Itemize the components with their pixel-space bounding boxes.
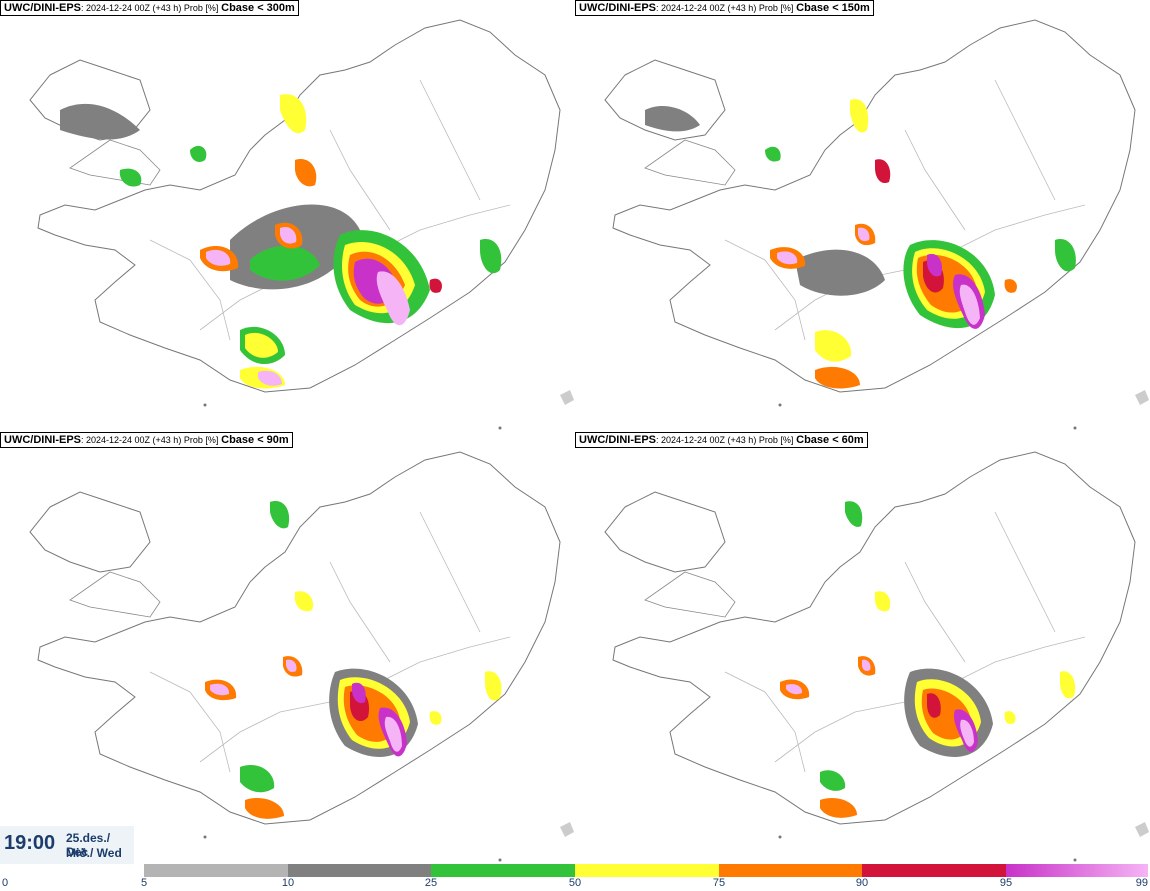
- valid-time: 19:00: [4, 832, 56, 854]
- panel-title: UWC/DINI-EPS: 2024-12-24 00Z (+43 h) Pro…: [0, 0, 299, 16]
- map-panel-300m: UWC/DINI-EPS: 2024-12-24 00Z (+43 h) Pro…: [0, 0, 575, 430]
- legend-tick-label: 95: [999, 877, 1013, 889]
- legend-color-band: [288, 864, 431, 877]
- run-meta: : 2024-12-24 00Z (+43 h) Prob [%]: [656, 3, 794, 13]
- valid-weekday: Mið./ Wed: [66, 846, 122, 860]
- map-panel-60m: UWC/DINI-EPS: 2024-12-24 00Z (+43 h) Pro…: [575, 432, 1150, 862]
- probability-map-300m: [29, 19, 575, 430]
- parameter-label: Cbase < 300m: [221, 2, 295, 14]
- legend-color-band: [862, 864, 1006, 877]
- model-label: UWC/DINI-EPS: [4, 434, 81, 446]
- legend-tick-label: 5: [140, 877, 148, 889]
- parameter-label: Cbase < 60m: [796, 434, 864, 446]
- legend-color-band: [1006, 864, 1148, 877]
- color-legend: 0 5 10 25 50 75 90 95 99: [0, 862, 1150, 891]
- run-meta: : 2024-12-24 00Z (+43 h) Prob [%]: [81, 3, 219, 13]
- map-panel-150m: UWC/DINI-EPS: 2024-12-24 00Z (+43 h) Pro…: [575, 0, 1150, 430]
- model-label: UWC/DINI-EPS: [579, 2, 656, 14]
- legend-color-band: [0, 864, 144, 877]
- legend-tick-label: 90: [855, 877, 869, 889]
- model-label: UWC/DINI-EPS: [4, 2, 81, 14]
- run-meta: : 2024-12-24 00Z (+43 h) Prob [%]: [81, 435, 219, 445]
- legend-color-band: [719, 864, 862, 877]
- legend-tick-label: 99: [1135, 877, 1148, 889]
- probability-map-150m: [604, 19, 1150, 430]
- legend-tick-label: 50: [568, 877, 582, 889]
- probability-map-60m: [604, 451, 1150, 862]
- legend-tick-label: 0: [2, 877, 9, 889]
- legend-color-band: [431, 864, 575, 877]
- probability-map-90m: [29, 451, 575, 862]
- panel-title: UWC/DINI-EPS: 2024-12-24 00Z (+43 h) Pro…: [575, 0, 874, 16]
- parameter-label: Cbase < 150m: [796, 2, 870, 14]
- valid-time-box: 19:00 25.des./ Dec Mið./ Wed: [0, 826, 134, 864]
- legend-tick-label: 25: [424, 877, 438, 889]
- parameter-label: Cbase < 90m: [221, 434, 289, 446]
- legend-color-band: [575, 864, 719, 877]
- legend-color-band: [144, 864, 288, 877]
- panel-title: UWC/DINI-EPS: 2024-12-24 00Z (+43 h) Pro…: [0, 432, 293, 448]
- run-meta: : 2024-12-24 00Z (+43 h) Prob [%]: [656, 435, 794, 445]
- legend-tick-label: 10: [281, 877, 295, 889]
- map-panel-90m: UWC/DINI-EPS: 2024-12-24 00Z (+43 h) Pro…: [0, 432, 575, 862]
- panel-title: UWC/DINI-EPS: 2024-12-24 00Z (+43 h) Pro…: [575, 432, 868, 448]
- legend-tick-label: 75: [712, 877, 726, 889]
- model-label: UWC/DINI-EPS: [579, 434, 656, 446]
- valid-date: 25.des./ Dec: [66, 831, 111, 859]
